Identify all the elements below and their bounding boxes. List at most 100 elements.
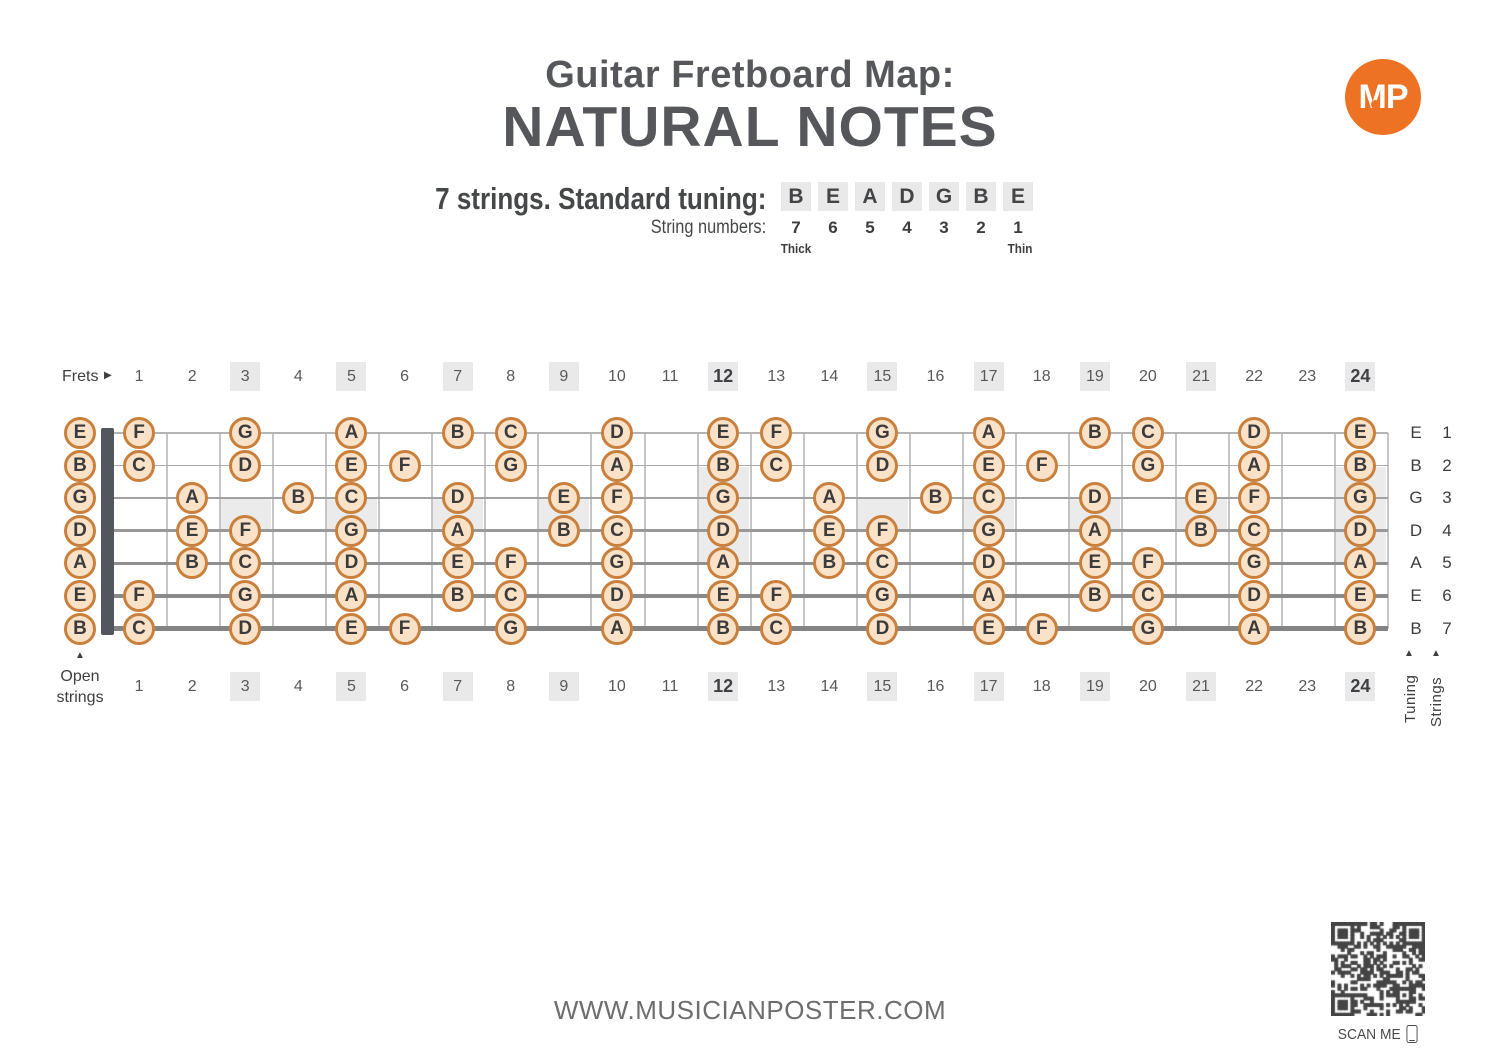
header-string-number: 4	[902, 218, 912, 237]
fret-number-top-19: 19	[1079, 362, 1110, 391]
fretted-note: C	[760, 449, 793, 482]
string-tuning-letter: B	[1410, 455, 1422, 475]
fretted-note: F	[123, 417, 156, 449]
fret-number-top-24: 24	[1345, 362, 1376, 391]
fret-number-bottom-8: 8	[506, 678, 516, 695]
fretted-note: F	[388, 449, 421, 482]
fretted-note: C	[335, 482, 368, 515]
fretted-note: D	[335, 547, 368, 580]
fretted-note: A	[1238, 449, 1271, 482]
fretted-note: F	[760, 417, 793, 449]
fretted-note: A	[707, 547, 740, 580]
fretted-note: G	[1131, 612, 1164, 645]
tuning-letter-box: B	[966, 182, 996, 211]
phone-icon	[1406, 1025, 1418, 1043]
fretted-note: A	[972, 417, 1005, 449]
open-string-note: A	[64, 547, 96, 580]
mp-logo-text: MP	[1358, 77, 1409, 116]
fretted-note: G	[494, 612, 527, 645]
fretted-note: E	[335, 449, 368, 482]
header-string-number: 5	[865, 218, 875, 237]
tuning-letter-box: E	[818, 182, 848, 211]
string-numbers-label: String numbers:	[650, 217, 766, 238]
fret-number-top-7: 7	[442, 362, 473, 391]
guitar-soundhole-icon	[1371, 100, 1380, 109]
string-numbers-row: 7 6 5 4 3 2 1	[781, 217, 1033, 239]
fret-number-top-21: 21	[1186, 362, 1217, 391]
fret-number-top-9: 9	[548, 362, 579, 391]
fret-number-bottom-6: 6	[400, 678, 409, 695]
string-line-1	[109, 432, 1388, 434]
fretted-note: A	[600, 612, 633, 645]
fretted-note: B	[813, 547, 846, 580]
fretted-note: A	[176, 482, 209, 515]
fretted-note: B	[919, 482, 952, 515]
fretted-note: B	[547, 514, 580, 547]
fretted-note: A	[972, 580, 1005, 612]
fretted-note: A	[600, 449, 633, 482]
fretted-note: A	[813, 482, 846, 515]
fret-number-bottom-22: 22	[1245, 678, 1264, 695]
fret-number-bottom-24: 24	[1345, 672, 1376, 701]
fretted-note: G	[335, 514, 368, 547]
fret-number-top-3: 3	[230, 362, 261, 391]
string-line-5	[109, 561, 1388, 566]
fretted-note: C	[760, 612, 793, 645]
header-string-number: 2	[976, 218, 986, 237]
open-string-note: E	[64, 580, 96, 612]
fretted-note: F	[229, 514, 262, 547]
fretted-note: C	[494, 580, 527, 612]
fret-number-bottom-7: 7	[442, 672, 473, 701]
tuning-letter-box: D	[892, 182, 922, 211]
fretted-note: D	[972, 547, 1005, 580]
fret-number-top-22: 22	[1245, 368, 1264, 385]
fretted-note: G	[1131, 449, 1164, 482]
fretted-note: D	[229, 612, 262, 645]
fret-number-top-2: 2	[187, 368, 197, 385]
string-line-4	[109, 529, 1388, 533]
fretted-note: E	[335, 612, 368, 645]
string-tuning-letter: E	[1410, 423, 1422, 442]
fretted-note: E	[547, 482, 580, 515]
fretted-note: F	[388, 612, 421, 645]
fret-number-bottom-14: 14	[820, 678, 839, 695]
open-strings-arrow-icon: ▲	[75, 650, 85, 661]
fret-wire	[1386, 432, 1389, 630]
fretted-note: B	[707, 449, 740, 482]
fretted-note: E	[972, 449, 1005, 482]
fret-number-top-14: 14	[820, 368, 839, 385]
fret-number-top-13: 13	[767, 368, 786, 385]
fretted-note: C	[1131, 580, 1164, 612]
qr-code	[1331, 922, 1425, 1016]
open-string-note: D	[64, 514, 96, 547]
fretted-note: E	[1185, 482, 1218, 515]
fret-number-bottom-12: 12	[708, 672, 739, 701]
fret-number-top-8: 8	[506, 368, 516, 385]
fretted-note: E	[1078, 547, 1111, 580]
header-string-number: 1	[1013, 218, 1023, 237]
fret-number-bottom-13: 13	[767, 678, 786, 695]
fretted-note: A	[335, 417, 368, 449]
fret-number-top-1: 1	[134, 368, 144, 385]
open-string-note: E	[64, 417, 96, 449]
tuning-letter-box: A	[855, 182, 885, 211]
fretted-note: G	[1344, 482, 1377, 515]
fretted-note: B	[441, 417, 474, 449]
fretted-note: D	[1238, 580, 1271, 612]
fretted-note: G	[972, 514, 1005, 547]
fretted-note: E	[707, 417, 740, 449]
string-number: 3	[1442, 488, 1452, 508]
fret-number-top-18: 18	[1032, 368, 1051, 385]
fretted-note: G	[229, 580, 262, 612]
fretted-note: A	[335, 580, 368, 612]
fret-number-top-16: 16	[926, 368, 945, 385]
fretted-note: D	[600, 580, 633, 612]
fretted-note: F	[1025, 449, 1058, 482]
website-url: WWW.MUSICIANPOSTER.COM	[553, 995, 947, 1025]
fretted-note: A	[441, 514, 474, 547]
string-number: 6	[1442, 586, 1452, 605]
fretted-note: F	[1025, 612, 1058, 645]
open-string-note: G	[64, 482, 96, 515]
string-tuning-letter: A	[1410, 553, 1422, 573]
string-line-7	[109, 626, 1388, 631]
